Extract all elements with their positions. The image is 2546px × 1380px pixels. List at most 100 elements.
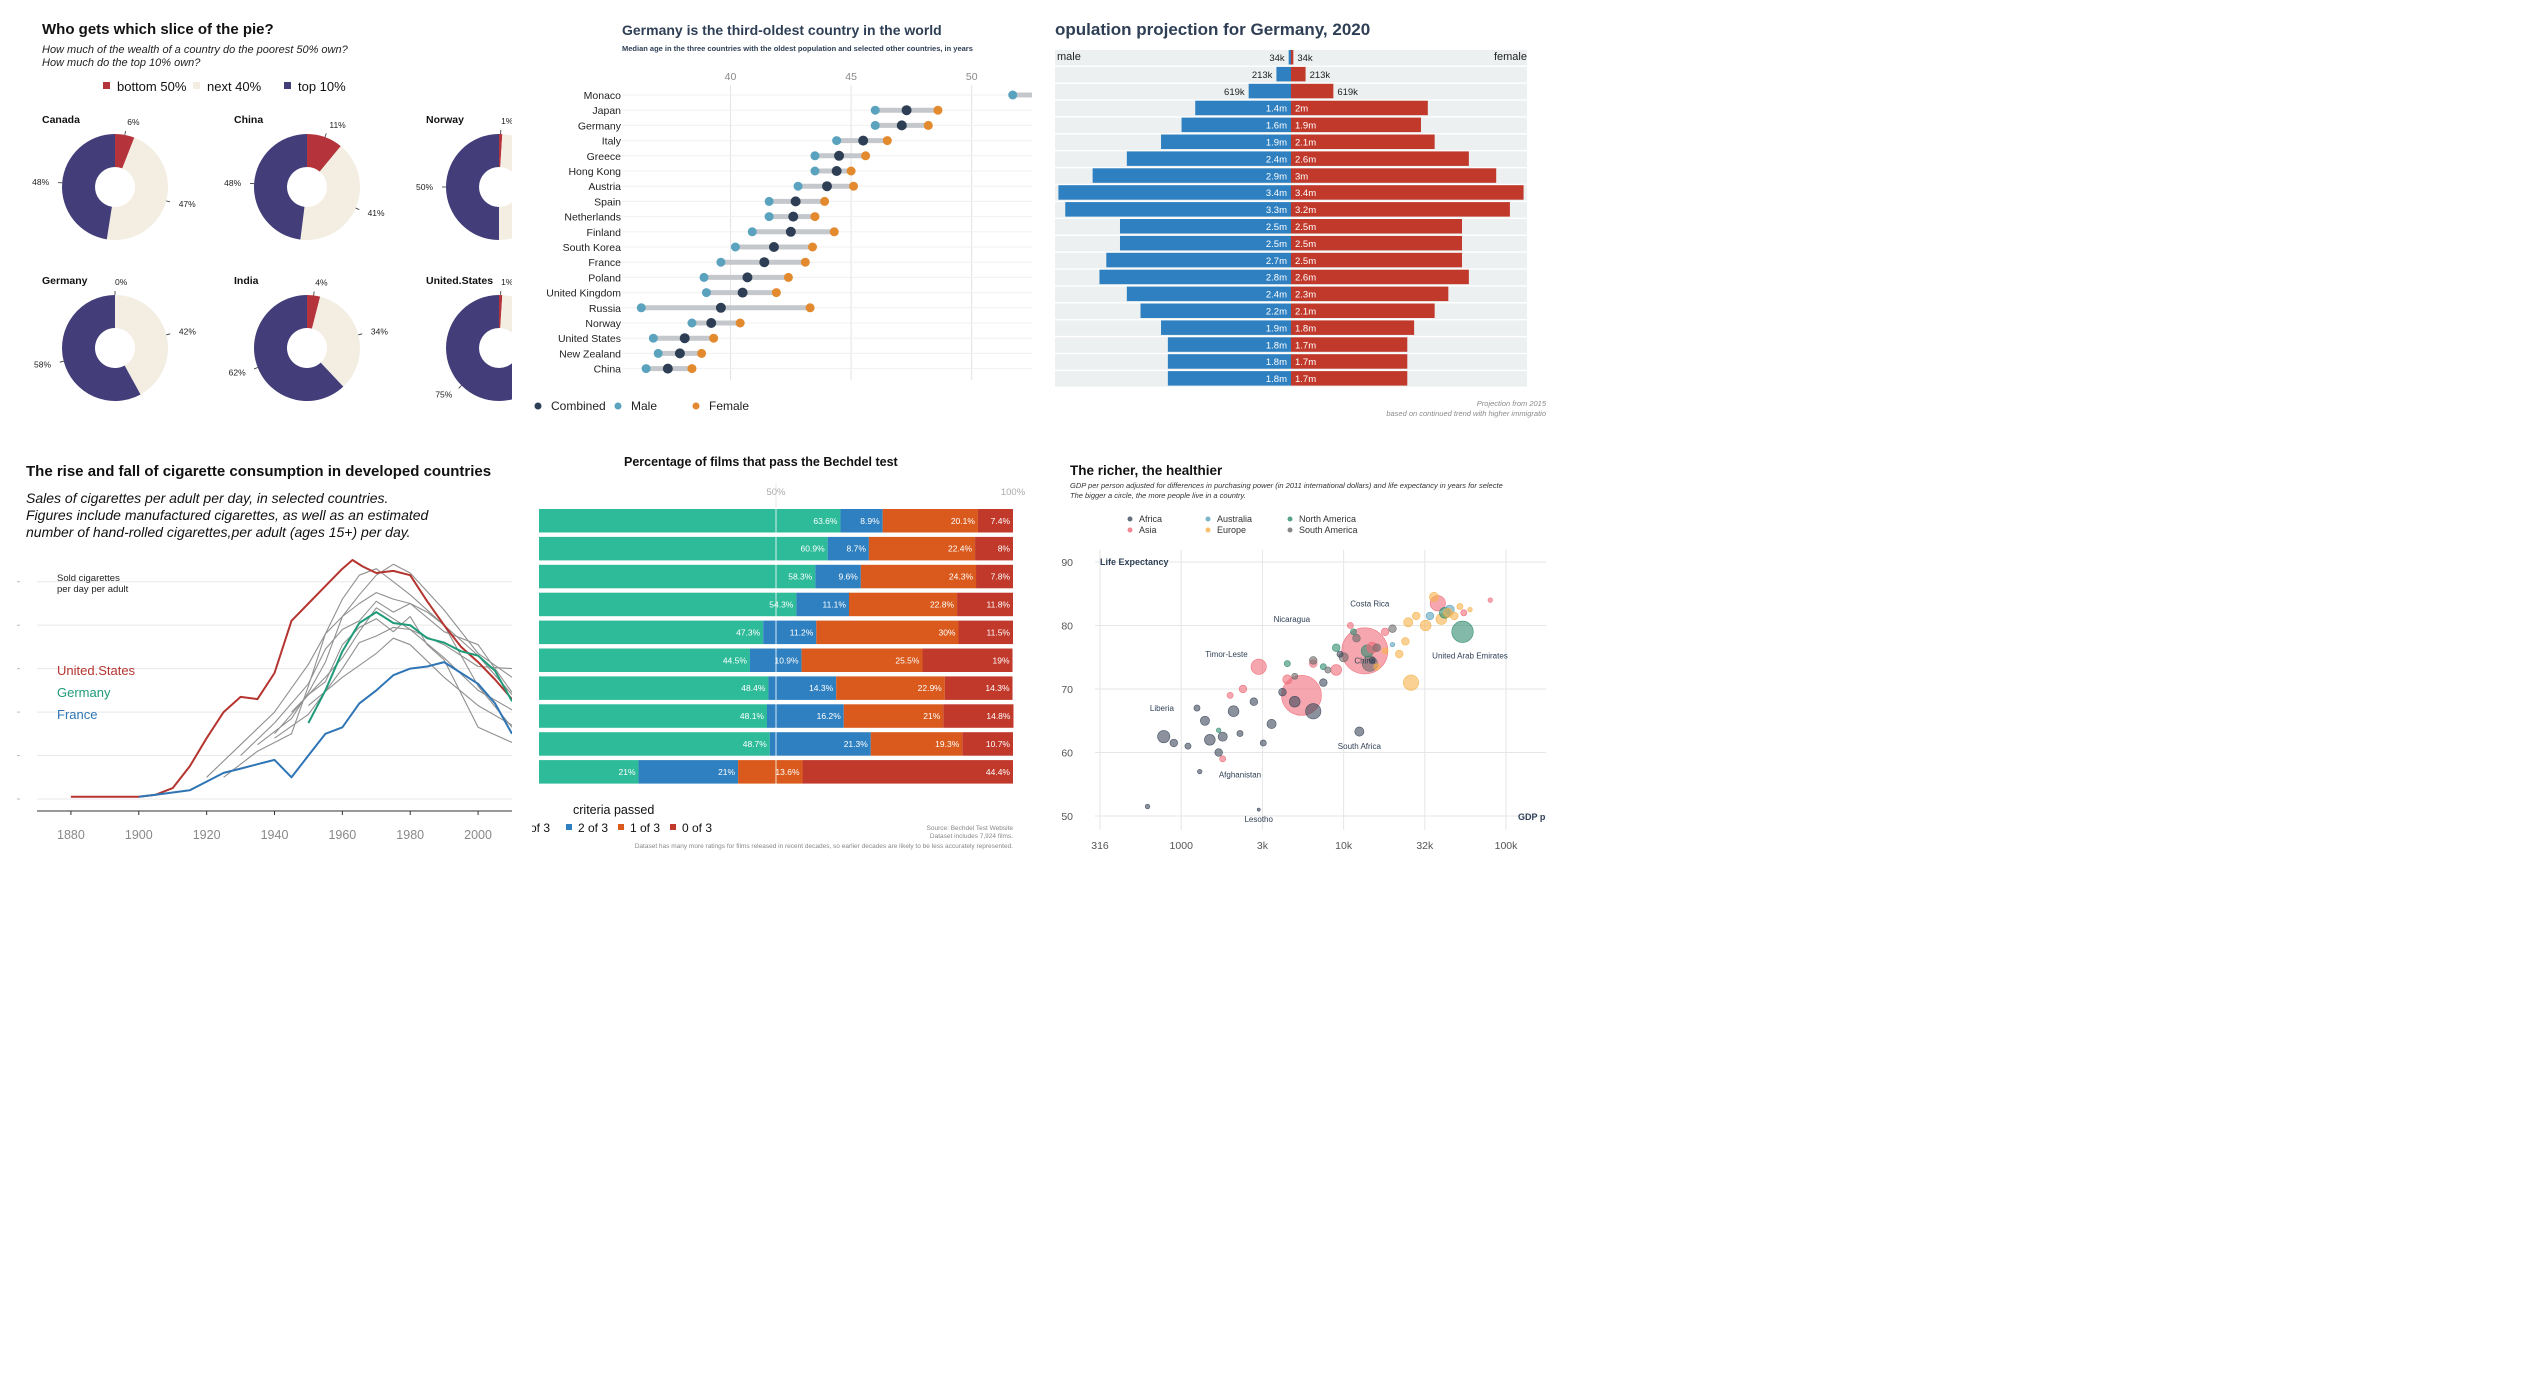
pie-label-tick-germany-next <box>166 333 171 336</box>
bechdel-legend-swatch-2-of-3 <box>566 824 572 830</box>
cigarette-xtick-1940: 1940 <box>261 828 289 842</box>
scatter-legend-label-australia: Australia <box>1217 514 1252 524</box>
bechdel-seg-label: 63.6% <box>813 516 838 526</box>
pyramid-bar-male <box>1119 219 1291 234</box>
dumbbell-dot-male-italy <box>832 136 842 146</box>
scatter-point-europe <box>1401 637 1410 646</box>
pie-slice-norway-next <box>499 134 512 240</box>
scatter-legend-dot-australia <box>1205 516 1211 522</box>
pie-subtitle-2: How much do the top 10% own? <box>42 57 201 69</box>
scatter-title: The richer, the healthier <box>1070 463 1223 478</box>
cigarette-line-other2 <box>223 563 512 778</box>
scatter-point-europe <box>1395 649 1404 659</box>
scatter-annotation-liberia: Liberia <box>1150 704 1175 713</box>
dumbbell-country-norway: Norway <box>585 318 621 330</box>
scatter-point-africa <box>1214 748 1223 757</box>
bechdel-seg-label: 60.9% <box>801 544 826 554</box>
bechdel-title: Percentage of films that pass the Bechde… <box>624 455 899 469</box>
bechdel-source-1: Source: Bechdel Test Website <box>927 825 1014 832</box>
scatter-point-africa <box>1193 704 1201 712</box>
bechdel-seg-3-of-3 <box>539 704 767 728</box>
scatter-annotation-timor-leste: Timor-Leste <box>1205 650 1248 659</box>
cigarette-chart-svg: The rise and fall of cigarette consumpti… <box>17 463 512 842</box>
dumbbell-dot-female-united-kingdom <box>771 288 781 298</box>
pyramid-bar-female <box>1291 168 1497 183</box>
pyramid-label-male: 1.4m <box>1266 104 1287 115</box>
scatter-point-africa <box>1249 697 1258 706</box>
pyramid-label-male: 34k <box>1269 53 1285 64</box>
bechdel-seg-label: 13.6% <box>775 767 800 777</box>
scatter-point-europe <box>1467 607 1473 613</box>
pie-label-germany: Germany <box>42 275 88 287</box>
dumbbell-country-united-states: United States <box>558 333 621 345</box>
dumbbell-country-italy: Italy <box>602 136 622 148</box>
pyramid-bar-male <box>1167 354 1291 369</box>
bechdel-seg-2-of-3 <box>768 676 837 700</box>
scatter-point-africa <box>1157 730 1171 744</box>
pie-legend-label-top-10: top 10% <box>298 79 346 94</box>
pyramid-label-male: 2.5m <box>1266 222 1287 233</box>
bechdel-seg-3-of-3 <box>539 732 770 756</box>
dumbbell-country-russia: Russia <box>589 303 621 315</box>
dumbbell-dot-male-united-states <box>648 333 658 343</box>
pyramid-bar-female <box>1291 252 1463 268</box>
pyramid-label-male: 2.9m <box>1266 171 1287 182</box>
scatter-ytick-50: 50 <box>1061 811 1073 823</box>
bechdel-seg-label: 21% <box>718 767 735 777</box>
scatter-point-north-america <box>1332 643 1341 652</box>
pyramid-label-male: 1.9m <box>1266 323 1287 334</box>
pyramid-label-female: 213k <box>1310 70 1331 81</box>
pie-label-tick-india-top <box>253 367 258 370</box>
scatter-point-north-america <box>1283 660 1291 667</box>
dumbbell-dot-combined-united-kingdom <box>737 287 748 298</box>
bechdel-seg-label: 47.3% <box>736 627 761 637</box>
pyramid-label-male: 2.7m <box>1266 256 1287 267</box>
pie-value-india-bottom: 4% <box>315 278 328 288</box>
pyramid-bar-female <box>1291 202 1510 217</box>
bechdel-seg-2-of-3 <box>827 536 869 561</box>
bechdel-seg-1-of-3 <box>816 620 959 645</box>
bechdel-seg-label: 11.1% <box>823 599 847 609</box>
bechdel-seg-0-of-3 <box>944 676 1013 700</box>
bechdel-seg-label: 22.9% <box>918 683 943 693</box>
scatter-point-asia <box>1330 664 1342 676</box>
dumbbell-dot-male-germany <box>870 120 880 130</box>
pyramid-bar-female <box>1291 371 1408 386</box>
scatter-point-europe <box>1403 674 1419 691</box>
pie-label-tick-china-bottom <box>324 133 327 138</box>
bechdel-seg-label: 22.4% <box>948 544 973 554</box>
bechdel-seg-label: 44.5% <box>723 655 748 665</box>
bechdel-seg-1-of-3 <box>843 704 944 728</box>
pie-value-norway-top: 50% <box>416 182 433 192</box>
bechdel-legend-label-2-of-3: 2 of 3 <box>578 821 608 835</box>
scatter-subtitle-1: GDP per person adjusted for differences … <box>1070 481 1503 490</box>
cigarette-ylabel-2: per day per adult <box>57 584 129 595</box>
bechdel-seg-label: 11.2% <box>790 627 814 637</box>
dumbbell-legend: Combined Male Female <box>534 399 749 413</box>
pyramid-label-female: 3.4m <box>1295 188 1316 199</box>
scatter-xtick-3k: 3k <box>1257 840 1269 852</box>
dumbbell-dot-male-norway <box>687 318 697 328</box>
bechdel-seg-label: 14.8% <box>986 711 1011 721</box>
scatter-point-africa <box>1305 703 1322 720</box>
bechdel-seg-label: 24.3% <box>949 572 974 582</box>
bechdel-legend-label-1-of-3: 1 of 3 <box>630 821 660 835</box>
scatter-point-europe <box>1381 647 1389 655</box>
scatter-point-europe <box>1450 611 1459 621</box>
scatter-point-australia <box>1389 641 1396 648</box>
pie-label-tick-canada-next <box>166 200 171 203</box>
pie-value-united-states-bottom: 1% <box>501 277 512 287</box>
dumbbell-legend-label-male: Male <box>631 399 657 413</box>
cigarette-line-france <box>138 661 512 798</box>
bechdel-xtick-100: 100% <box>1001 487 1026 498</box>
scatter-subtitle-2: The bigger a circle, the more people liv… <box>1070 491 1246 500</box>
dumbbell-dot-combined-spain <box>790 196 801 207</box>
dumbbell-rows: Monaco Japan Germany Italy Greece Hong Kong Au… <box>546 90 1032 376</box>
scatter-points <box>1144 592 1493 812</box>
dumbbell-legend-label-combined: Combined <box>551 399 606 413</box>
pie-label-tick-united-states-top <box>458 385 462 389</box>
dumbbell-dot-male-austria <box>793 181 803 191</box>
dumbbell-dot-combined-new-zealand <box>674 348 685 359</box>
cigarette-xtick-1880: 1880 <box>57 828 85 842</box>
pyramid-label-female: 2.3m <box>1295 290 1316 301</box>
